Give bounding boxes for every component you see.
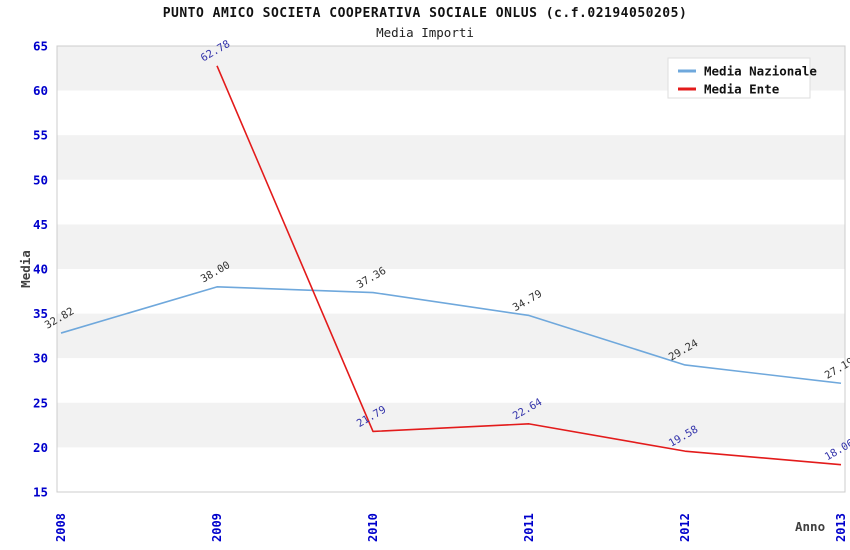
y-tick-label: 50: [33, 172, 48, 187]
plot-band: [57, 358, 845, 403]
x-tick-label: 2009: [210, 513, 224, 542]
x-tick-label: 2011: [522, 513, 536, 542]
plot-band: [57, 135, 845, 180]
y-tick-label: 60: [33, 83, 48, 98]
y-tick-label: 40: [33, 262, 48, 277]
x-tick-label: 2008: [54, 513, 68, 542]
legend-label: Media Ente: [704, 82, 780, 97]
plot-band: [57, 224, 845, 269]
y-tick-label: 25: [33, 395, 48, 410]
y-tick-label: 35: [33, 306, 48, 321]
plot-band: [57, 402, 845, 448]
x-axis-title: Anno: [795, 519, 825, 534]
y-tick-label: 20: [33, 440, 48, 455]
x-tick-label: 2012: [678, 513, 692, 542]
legend-label: Media Nazionale: [704, 64, 817, 79]
plot-border: [56, 45, 846, 493]
y-tick-label: 45: [33, 217, 48, 232]
plot-band: [57, 179, 845, 225]
series-line: [60, 286, 842, 385]
y-tick-label: 55: [33, 128, 48, 143]
plot-band: [57, 447, 845, 492]
y-tick-label: 30: [33, 351, 48, 366]
legend-box: [667, 57, 811, 99]
y-tick-label: 65: [33, 39, 48, 54]
plot-band: [57, 313, 845, 359]
x-tick-label: 2010: [366, 513, 380, 542]
y-tick-label: 15: [33, 485, 48, 500]
chart-subtitle: Media Importi: [376, 25, 474, 40]
plot-band: [57, 269, 845, 314]
x-tick-label: 2013: [834, 513, 848, 542]
y-axis-title: Media: [18, 250, 33, 288]
chart-title: PUNTO AMICO SOCIETA COOPERATIVA SOCIALE …: [162, 6, 688, 21]
series-line: [216, 65, 842, 466]
